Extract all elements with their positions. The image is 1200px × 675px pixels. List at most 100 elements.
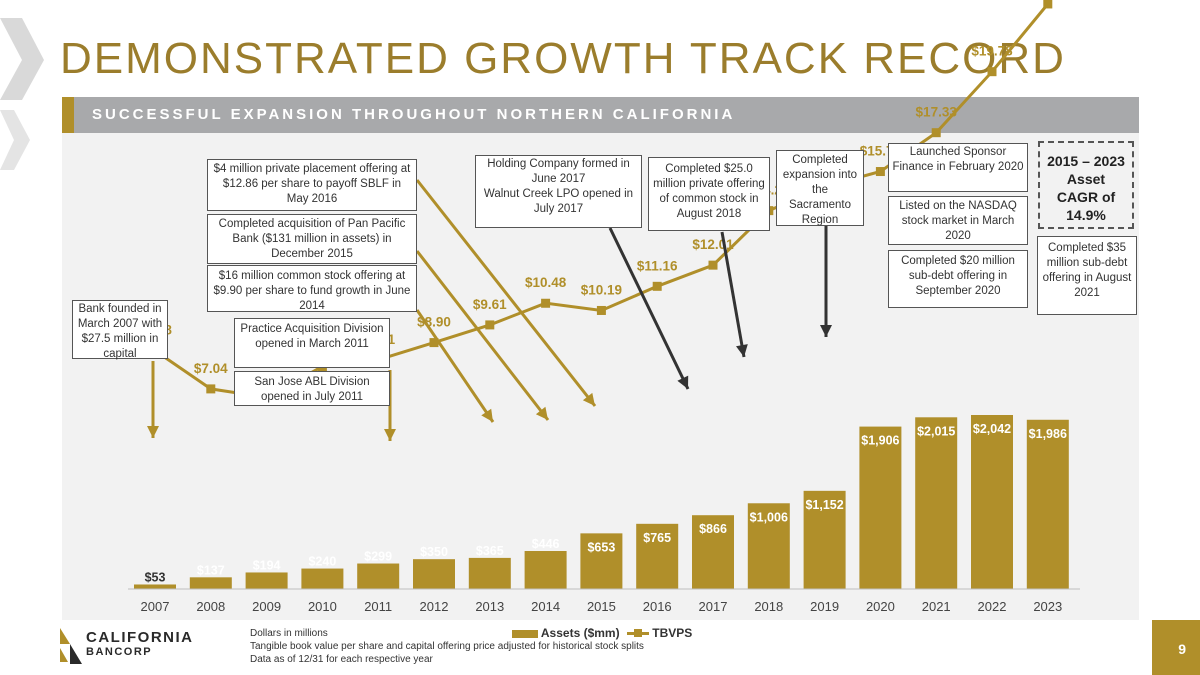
bar-assets-2020: [859, 426, 902, 589]
bar-label-assets: $2,042: [973, 422, 1011, 436]
tbvps-label: $19.78: [971, 44, 1013, 59]
tbvps-label: $7.04: [194, 361, 228, 376]
callout-arrowhead-icon: [481, 408, 493, 422]
cagr-label: CAGR of: [1056, 189, 1116, 205]
bar-label-assets: $137: [197, 563, 225, 577]
bar-label-assets: $365: [476, 544, 504, 558]
x-tick-label: 2019: [810, 599, 839, 614]
bar-label-assets: $1,006: [750, 510, 788, 524]
callout-arrowhead-icon: [147, 426, 159, 438]
tbvps-label: $10.48: [525, 275, 567, 290]
x-tick-label: 2010: [308, 599, 337, 614]
callout-subdebt-2020: Completed $20 million sub-debt offering …: [888, 250, 1028, 308]
bar-assets-2018: [747, 503, 790, 589]
bar-assets-2014: [524, 550, 567, 589]
tbvps-marker-2020: [875, 167, 885, 177]
tbvps-marker-2013: [485, 320, 495, 330]
callout-san-jose: San Jose ABL Division opened in July 201…: [234, 371, 390, 406]
bar-assets-2023: [1026, 419, 1069, 589]
tbvps-marker-2017: [708, 260, 718, 270]
callout-practice-acquisition: Practice Acquisition Division opened in …: [234, 318, 390, 368]
tbvps-marker-2016: [652, 281, 662, 291]
page-number-tab: 9: [1152, 620, 1200, 675]
callout-stock-2018: Completed $25.0 million private offering…: [648, 157, 770, 231]
page-title: DEMONSTRATED GROWTH TRACK RECORD: [60, 34, 1066, 83]
tbvps-label: $12.01: [692, 237, 734, 252]
legend-swatch-assets: [512, 629, 538, 638]
bar-label-assets: $866: [699, 522, 727, 536]
callout-arrow: [415, 309, 495, 423]
x-tick-label: 2016: [643, 599, 672, 614]
logo-mark-icon: [60, 628, 82, 664]
logo-line1: CALIFORNIA: [86, 629, 194, 646]
tbvps-marker-2022: [987, 67, 997, 77]
callout-founded: Bank founded in March 2007 with $27.5 mi…: [72, 300, 168, 360]
bar-label-assets: $1,152: [805, 498, 843, 512]
callout-pan-pacific: Completed acquisition of Pan Pacific Ban…: [207, 214, 417, 264]
callout-arrowhead-icon: [582, 392, 595, 406]
legend-label-assets: Assets ($mm): [540, 626, 620, 640]
bar-assets-2016: [636, 523, 679, 589]
callout-sponsor-finance: Launched Sponsor Finance in February 202…: [888, 143, 1028, 192]
callout-nasdaq: Listed on the NASDAQ stock market in Mar…: [888, 196, 1028, 245]
tbvps-marker-2023: [1043, 0, 1053, 9]
callout-arrowhead-icon: [820, 325, 832, 337]
cagr-box: 2015 – 2023 Asset CAGR of 14.9%: [1038, 141, 1134, 229]
bar-label-assets: $653: [587, 540, 615, 554]
bar-label-assets: $194: [253, 558, 281, 572]
legend-label-tbvps: TBVPS: [652, 626, 693, 640]
callout-arrow: [415, 179, 597, 407]
bar-assets-2022: [971, 415, 1013, 589]
x-tick-label: 2017: [699, 599, 728, 614]
bar-assets-2010: [301, 568, 344, 589]
x-tick-label: 2012: [420, 599, 449, 614]
bar-label-assets: $446: [532, 537, 560, 551]
tbvps-label: $9.61: [473, 297, 507, 312]
x-tick-label: 2013: [475, 599, 504, 614]
x-tick-label: 2008: [196, 599, 225, 614]
footnote-1: Dollars in millions: [250, 628, 328, 639]
bar-label-assets: $299: [364, 550, 392, 564]
callout-holding-company: Holding Company formed in June 2017 Waln…: [475, 155, 642, 228]
footnote-2: Tangible book value per share and capita…: [250, 641, 644, 652]
tbvps-label: $11.16: [637, 258, 678, 273]
legend-swatch-tbvps: [626, 629, 649, 638]
subtitle: SUCCESSFUL EXPANSION THROUGHOUT NORTHERN…: [92, 106, 736, 123]
subtitle-accent: [62, 97, 74, 133]
callout-sblf-payoff: $4 million private placement offering at…: [207, 159, 417, 211]
tbvps-label: $17.33: [916, 105, 958, 120]
callout-subdebt-2021: Completed $35 million sub-debt offering …: [1037, 236, 1137, 315]
bar-label-assets: $53: [145, 570, 166, 584]
tbvps-marker-2014: [541, 298, 551, 308]
x-tick-label: 2021: [922, 599, 951, 614]
callout-arrowhead-icon: [535, 406, 548, 420]
callout-arrowhead-icon: [677, 375, 689, 389]
x-tick-label: 2015: [587, 599, 616, 614]
cagr-asset: Asset: [1066, 171, 1106, 187]
bar-assets-2012: [413, 559, 455, 589]
x-tick-label: 2022: [978, 599, 1007, 614]
bar-label-assets: $1,986: [1029, 427, 1067, 441]
chart-legend: Assets ($mm) TBVPS: [512, 626, 692, 640]
bar-assets-2017: [692, 515, 734, 589]
cagr-value: 14.9%: [1066, 207, 1106, 223]
bar-assets-2013: [468, 557, 511, 589]
callout-arrowhead-icon: [384, 429, 396, 441]
x-tick-label: 2020: [866, 599, 895, 614]
bar-assets-2009: [245, 572, 288, 589]
footnote-3: Data as of 12/31 for each respective yea…: [250, 654, 433, 665]
bar-label-assets: $350: [420, 545, 448, 559]
callout-sacramento: Completed expansion into the Sacramento …: [776, 150, 864, 226]
bar-label-assets: $765: [643, 531, 671, 545]
callout-stock-2014: $16 million common stock offering at $9.…: [207, 265, 417, 312]
bar-assets-2011: [357, 563, 400, 589]
tbvps-marker-2021: [931, 128, 941, 138]
tbvps-label: $8.90: [417, 315, 451, 330]
bar-assets-2015: [580, 533, 623, 589]
bar-assets-2007: [134, 584, 176, 589]
tbvps-label: $10.19: [581, 282, 622, 297]
bar-assets-2008: [189, 577, 232, 589]
x-tick-label: 2014: [531, 599, 560, 614]
page-number: 9: [1178, 641, 1186, 657]
tbvps-marker-2008: [206, 384, 216, 394]
